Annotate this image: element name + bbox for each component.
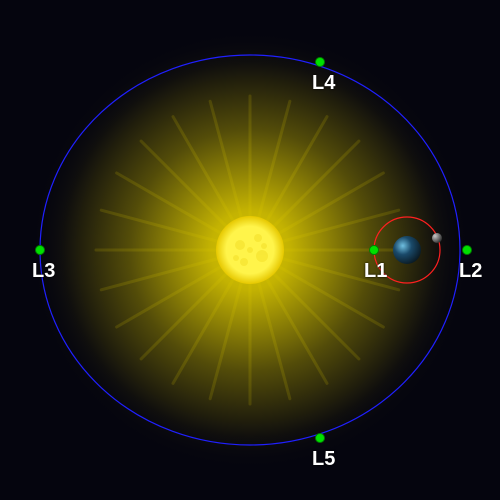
- earth-body: [393, 236, 421, 264]
- label-l2: L2: [459, 260, 482, 283]
- lagrange-point-l2: [463, 246, 472, 255]
- lagrange-point-l4: [316, 58, 325, 67]
- diagram-svg: [0, 0, 500, 500]
- label-l5: L5: [312, 448, 335, 471]
- label-l3: L3: [32, 260, 55, 283]
- lagrange-point-l5: [316, 434, 325, 443]
- moon-body: [432, 233, 442, 243]
- label-l1: L1: [364, 260, 387, 283]
- lagrange-diagram: L1 L2 L3 L4 L5: [0, 0, 500, 500]
- lagrange-point-l3: [36, 246, 45, 255]
- lagrange-point-l1: [370, 246, 379, 255]
- label-l4: L4: [312, 72, 335, 95]
